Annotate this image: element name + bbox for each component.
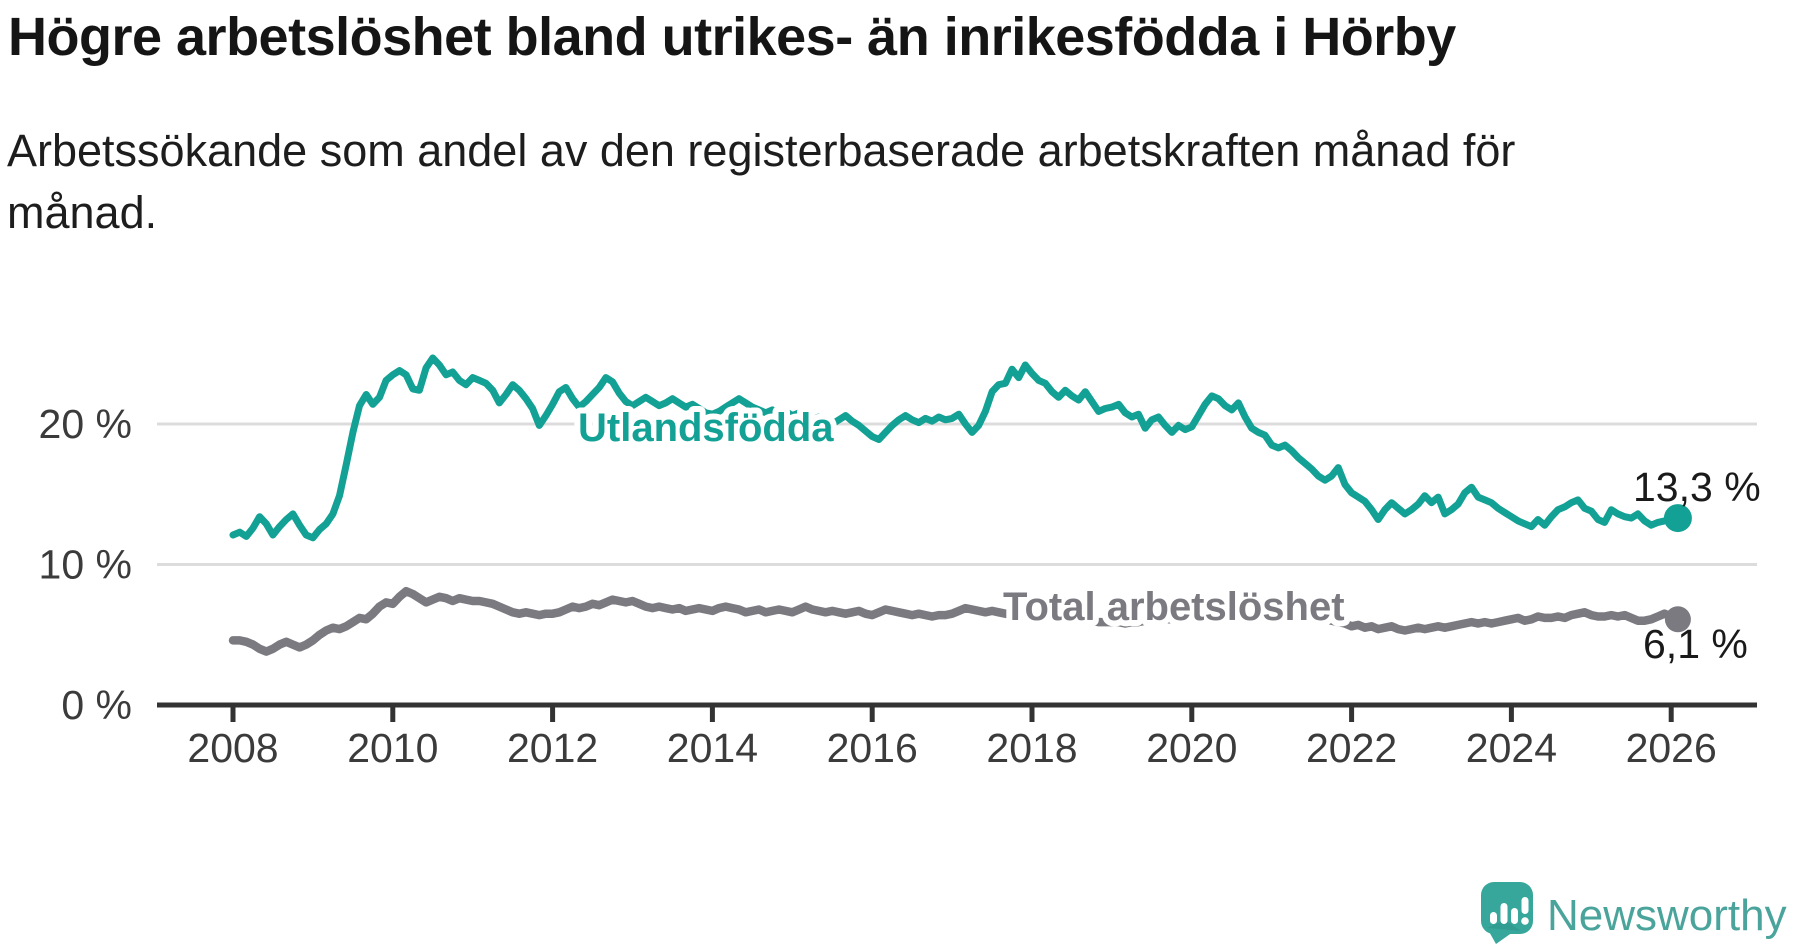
x-tick-label-2022: 2022 xyxy=(1306,725,1397,771)
x-tick-label-2026: 2026 xyxy=(1626,725,1717,771)
x-axis-tick-labels: 2008 2010 2012 2014 2016 2018 2020 2022 2024 2026 xyxy=(187,725,1716,771)
y-tick-label-10: 10 % xyxy=(39,542,132,588)
x-tick-label-2016: 2016 xyxy=(827,725,918,771)
x-tick-label-2018: 2018 xyxy=(986,725,1077,771)
y-axis-labels: 0 % 10 % 20 % xyxy=(39,401,132,728)
x-tick-label-2012: 2012 xyxy=(507,725,598,771)
series-end-dot-total-arbetsloshet xyxy=(1664,606,1691,633)
x-tick-label-2020: 2020 xyxy=(1146,725,1237,771)
chart-subtitle-line1: Arbetssökande som andel av den registerb… xyxy=(7,125,1516,176)
series-end-dot-utlandsfodda xyxy=(1663,504,1692,533)
x-tick-label-2008: 2008 xyxy=(187,725,278,771)
x-tick-label-2014: 2014 xyxy=(667,725,758,771)
gridlines xyxy=(157,422,1757,566)
newsworthy-logo: Newsworthy xyxy=(1481,882,1787,944)
chart-subtitle: Arbetssökande som andel av den registerb… xyxy=(7,120,1767,244)
end-value-label-total-arbetsloshet: 6,1 % xyxy=(1643,621,1748,667)
x-tick-label-2024: 2024 xyxy=(1466,725,1557,771)
x-tick-label-2010: 2010 xyxy=(347,725,438,771)
y-tick-label-0: 0 % xyxy=(61,682,132,728)
x-axis-ticks xyxy=(230,705,1674,722)
series-label-total-arbetsloshet: Total arbetslöshet xyxy=(1003,585,1345,629)
y-tick-label-20: 20 % xyxy=(39,401,132,447)
page-title: Högre arbetslöshet bland utrikes- än inr… xyxy=(8,7,1456,67)
chart-subtitle-line2: månad. xyxy=(7,187,158,238)
series-line-utlandsfodda xyxy=(229,354,1682,542)
logo-text: Newsworthy xyxy=(1547,891,1787,940)
series-line-total-arbetsloshet xyxy=(228,586,1683,656)
series-label-utlandsfodda: Utlandsfödda xyxy=(578,406,834,450)
bar-chart-glyph xyxy=(1490,897,1529,925)
newsworthy-logo-icon xyxy=(1481,882,1533,944)
end-value-label-utlandsfodda: 13,3 % xyxy=(1633,464,1761,510)
